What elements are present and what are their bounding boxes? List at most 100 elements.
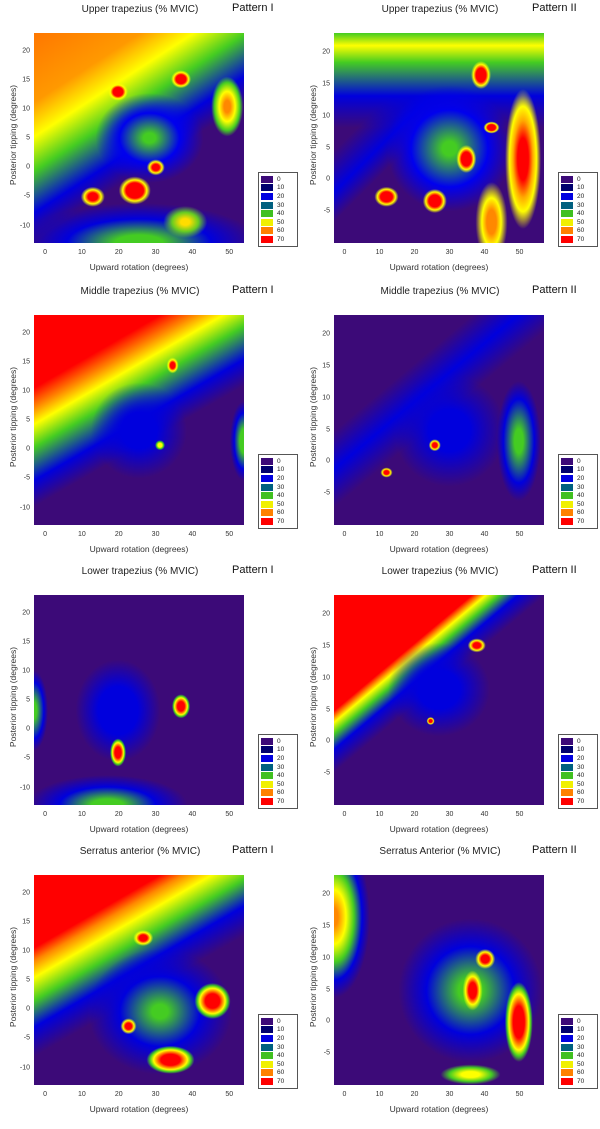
heatmap-plot <box>34 33 244 243</box>
legend-swatch <box>261 746 273 754</box>
y-tick-label: -5 <box>323 207 330 215</box>
chart-title: Middle trapezius (% MVIC) <box>80 286 200 297</box>
x-tick-label: 50 <box>225 1091 234 1098</box>
heatmap-panel: Lower trapezius (% MVIC) Pattern I Posteri… <box>0 562 300 844</box>
legend-entry: 70 <box>561 1077 595 1086</box>
chart-title: Serratus anterior (% MVIC) <box>79 846 201 857</box>
legend-entry: 50 <box>261 1060 295 1069</box>
legend-label: 50 <box>277 500 285 508</box>
pattern-label: Pattern II <box>532 564 577 576</box>
legend-swatch <box>261 184 273 192</box>
y-tick-label: 5 <box>26 134 30 142</box>
legend-entry: 60 <box>561 789 595 798</box>
legend-swatch <box>561 466 573 474</box>
chart-title: Upper trapezius (% MVIC) <box>81 4 199 15</box>
legend-label: 60 <box>577 227 585 235</box>
legend-label: 40 <box>277 210 285 218</box>
legend-label: 40 <box>577 492 585 500</box>
y-tick-label: 5 <box>326 144 330 152</box>
legend-entry: 50 <box>261 780 295 789</box>
color-legend: 0 10 20 30 40 50 60 70 <box>258 734 298 809</box>
legend-swatch <box>261 483 273 491</box>
y-tick-label: 0 <box>326 1017 330 1025</box>
legend-swatch <box>261 763 273 771</box>
legend-label: 50 <box>577 218 585 226</box>
legend-swatch <box>261 754 273 762</box>
legend-entry: 0 <box>261 457 295 466</box>
legend-swatch <box>261 737 273 745</box>
legend-entry: 30 <box>261 483 295 492</box>
y-tick-label: 15 <box>322 642 330 650</box>
x-tick-label: 30 <box>151 811 160 818</box>
y-tick-label: 20 <box>322 330 330 338</box>
legend-entry: 60 <box>261 509 295 518</box>
legend-entry: 70 <box>261 235 295 244</box>
legend-entry: 0 <box>561 175 595 184</box>
legend-label: 60 <box>277 227 285 235</box>
legend-label: 30 <box>577 201 585 209</box>
x-tick-label: 20 <box>410 1091 419 1098</box>
heatmap-plot <box>334 33 544 243</box>
legend-swatch <box>261 210 273 218</box>
y-tick-label: 5 <box>326 706 330 714</box>
pattern-label: Pattern I <box>232 844 274 856</box>
legend-label: 70 <box>577 797 585 805</box>
legend-entry: 60 <box>561 1069 595 1078</box>
y-tick-label: -5 <box>23 754 30 762</box>
y-tick-label: 20 <box>322 610 330 618</box>
legend-swatch <box>261 1017 273 1025</box>
legend-entry: 30 <box>261 763 295 772</box>
legend-swatch <box>561 1026 573 1034</box>
x-axis-label: Upward rotation (degrees) <box>389 1104 489 1114</box>
legend-entry: 70 <box>261 797 295 806</box>
legend-label: 0 <box>577 1017 581 1025</box>
legend-label: 30 <box>277 483 285 491</box>
chart-title: Middle trapezius (% MVIC) <box>380 286 500 297</box>
legend-entry: 30 <box>561 1043 595 1052</box>
legend-swatch <box>261 466 273 474</box>
legend-label: 20 <box>577 192 585 200</box>
x-tick-label: 30 <box>151 1091 160 1098</box>
chart-title: Serratus Anterior (% MVIC) <box>379 846 501 857</box>
y-tick-label: -5 <box>23 192 30 200</box>
legend-swatch <box>561 1060 573 1068</box>
legend-swatch <box>561 184 573 192</box>
legend-label: 20 <box>277 1034 285 1042</box>
heatmap-panel: Middle trapezius (% MVIC) Pattern II Poste… <box>300 282 600 564</box>
legend-entry: 20 <box>261 192 295 201</box>
legend-swatch <box>261 517 273 525</box>
legend-swatch <box>261 1069 273 1077</box>
legend-entry: 0 <box>261 1017 295 1026</box>
x-axis-label: Upward rotation (degrees) <box>89 824 189 834</box>
legend-label: 50 <box>277 1060 285 1068</box>
x-tick-label: 10 <box>77 811 86 818</box>
y-tick-label: 10 <box>22 387 30 395</box>
legend-entry: 70 <box>261 517 295 526</box>
pattern-label: Pattern I <box>232 2 274 14</box>
y-tick-label: 20 <box>22 609 30 616</box>
legend-swatch <box>561 789 573 797</box>
legend-entry: 0 <box>561 737 595 746</box>
legend-swatch <box>561 754 573 762</box>
chart-title: Lower trapezius (% MVIC) <box>81 566 199 577</box>
legend-label: 0 <box>277 1017 281 1025</box>
legend-label: 0 <box>577 175 581 183</box>
x-tick-label: 10 <box>77 1091 86 1098</box>
legend-label: 0 <box>277 175 281 183</box>
chart-title: Lower trapezius (% MVIC) <box>381 566 499 577</box>
x-tick-label: 20 <box>114 811 123 818</box>
legend-entry: 20 <box>561 474 595 483</box>
x-tick-label: 10 <box>77 249 86 256</box>
y-tick-label: 0 <box>26 445 30 453</box>
legend-label: 70 <box>577 1077 585 1085</box>
legend-entry: 50 <box>261 500 295 509</box>
heatmap-plot <box>34 595 244 805</box>
legend-label: 30 <box>277 763 285 771</box>
legend-entry: 50 <box>561 500 595 509</box>
legend-label: 10 <box>577 184 585 192</box>
legend-entry: 40 <box>561 209 595 218</box>
legend-label: 0 <box>277 457 281 465</box>
legend-entry: 20 <box>561 754 595 763</box>
y-tick-label: 0 <box>326 457 330 465</box>
x-tick-label: 20 <box>410 531 419 538</box>
